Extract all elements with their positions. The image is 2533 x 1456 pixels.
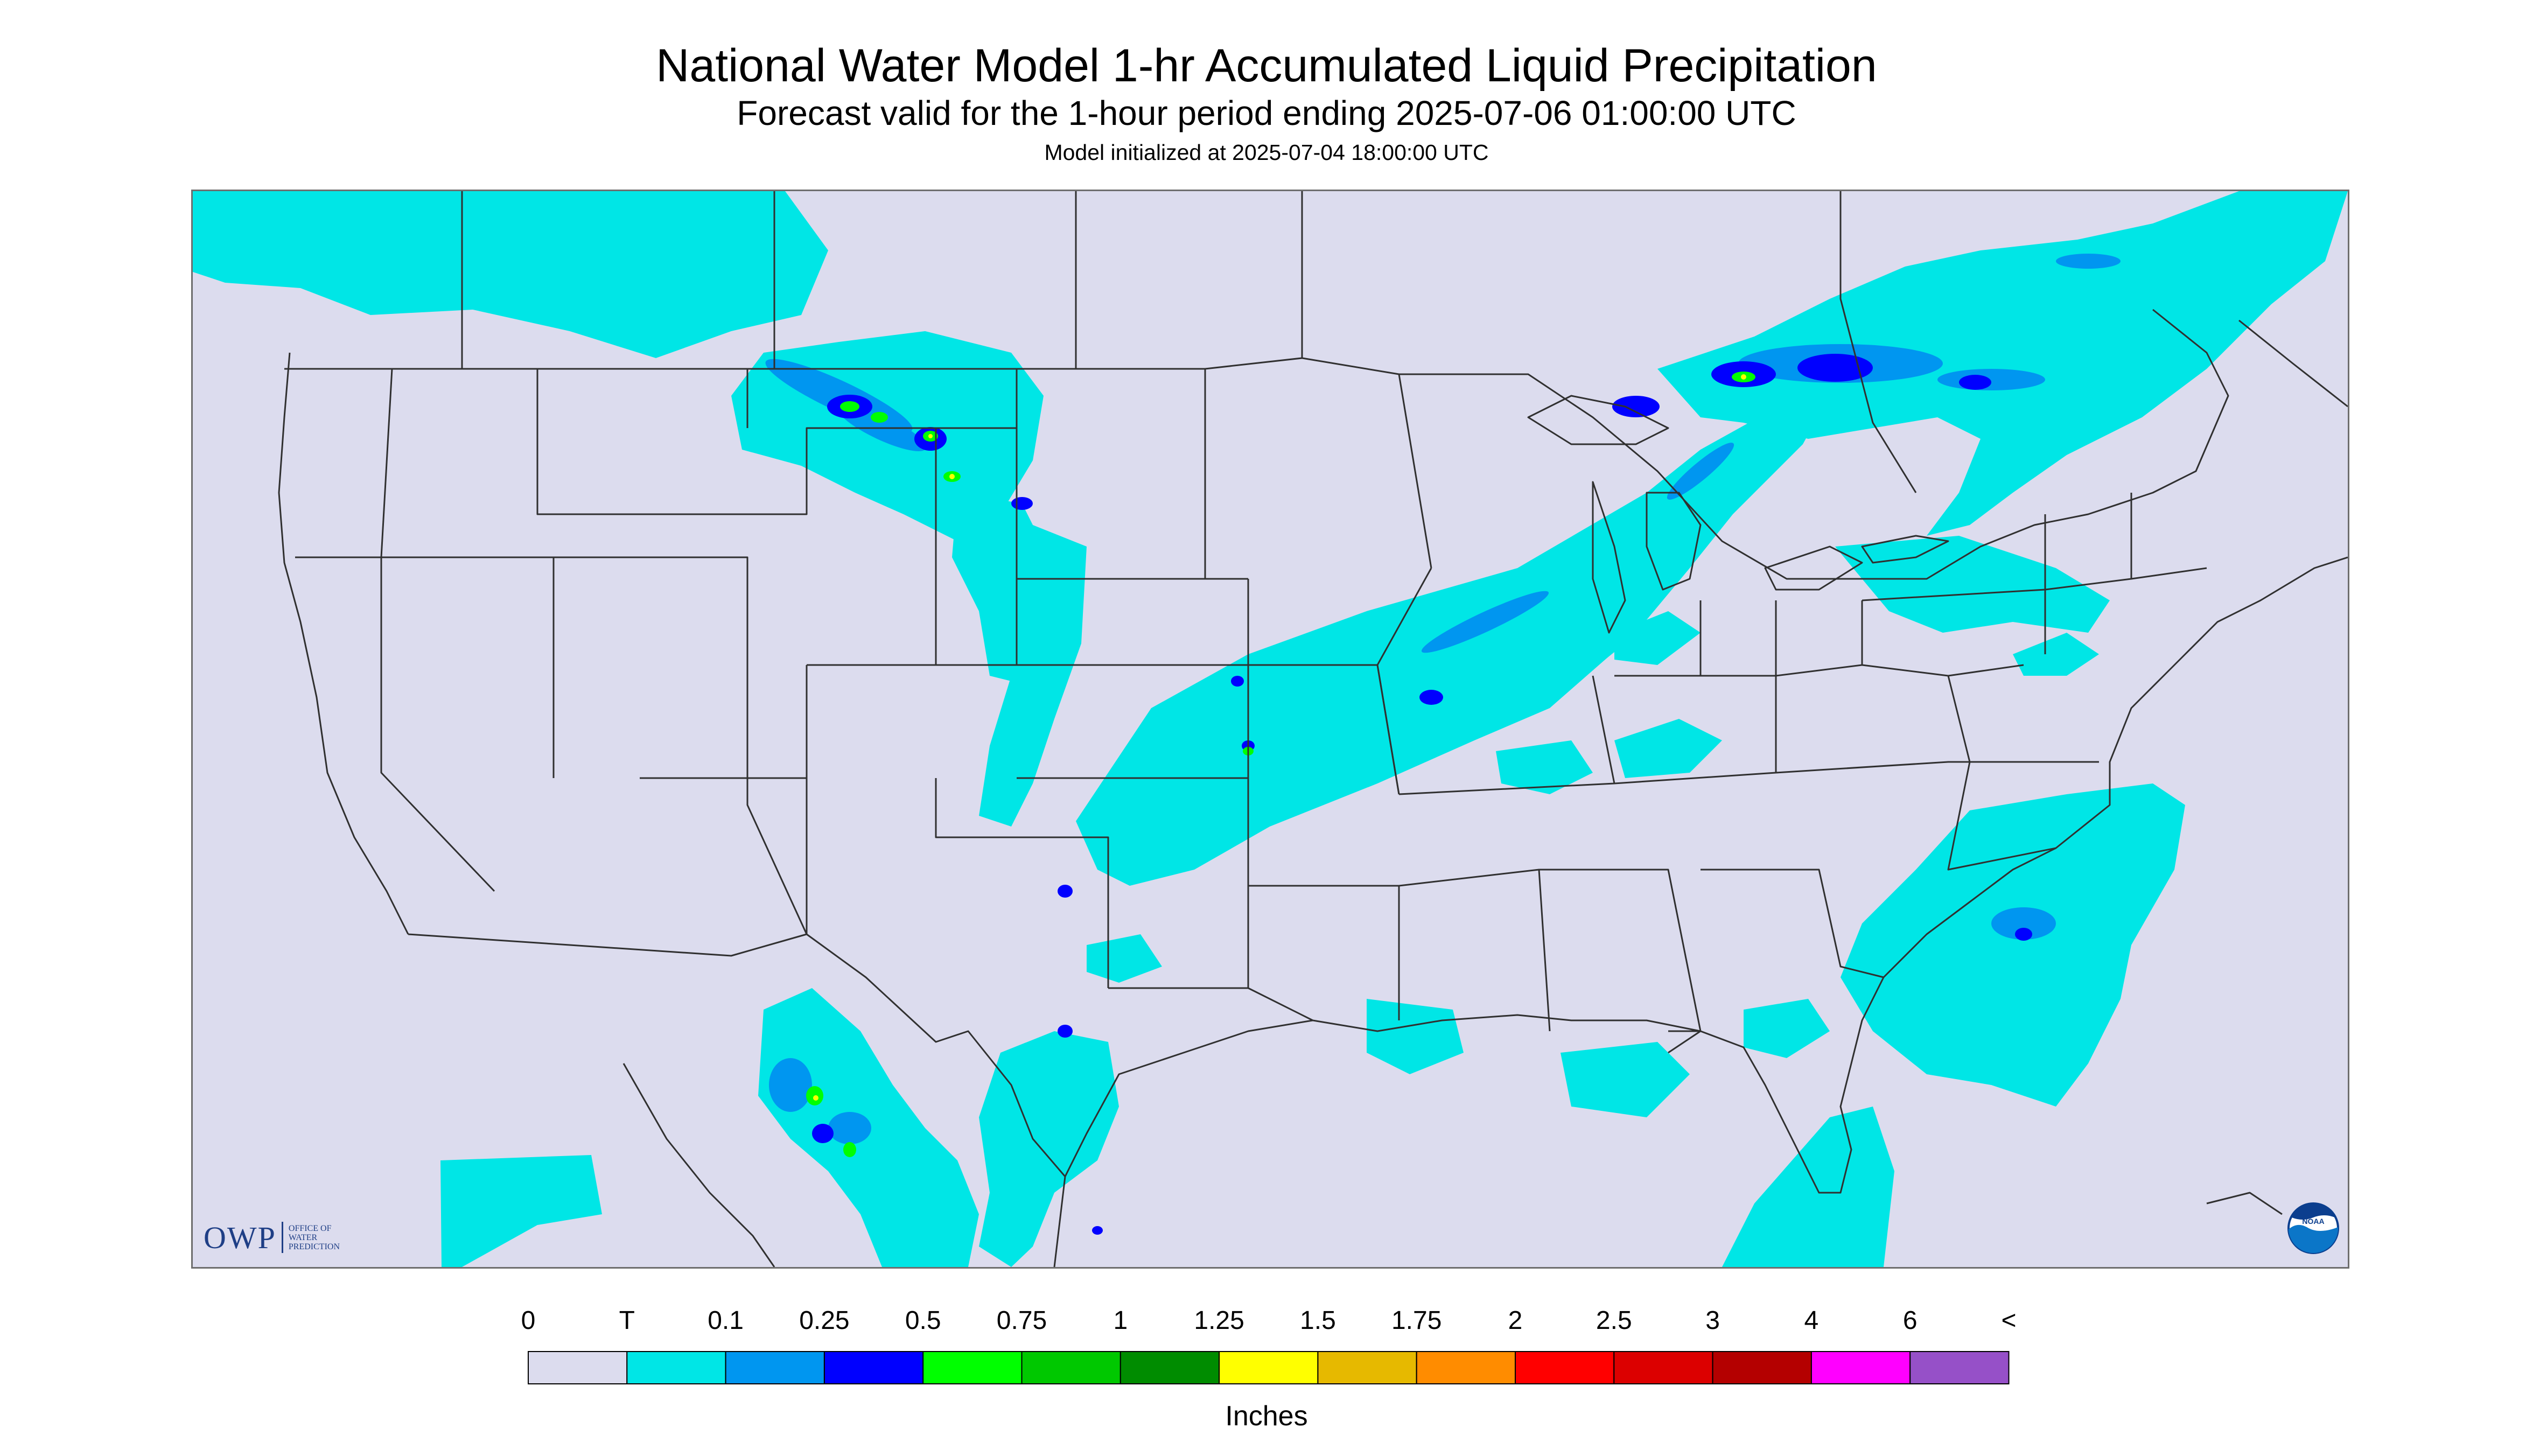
precipitation-map: OWP OFFICE OF WATER PREDICTION NOAA <box>191 190 2349 1269</box>
legend-tick-label: 1.75 <box>1391 1306 1442 1335</box>
owp-logo-divider <box>281 1222 283 1253</box>
page-title: National Water Model 1-hr Accumulated Li… <box>656 40 1877 92</box>
legend-swatch <box>922 1351 1023 1384</box>
legend-swatch <box>1909 1351 2010 1384</box>
legend-swatch <box>1810 1351 1911 1384</box>
legend-tick-label: 4 <box>1804 1306 1819 1335</box>
legend-swatch <box>823 1351 924 1384</box>
owp-logo: OWP OFFICE OF WATER PREDICTION <box>204 1219 340 1256</box>
legend-swatch <box>1416 1351 1516 1384</box>
legend-tick-label: 0.25 <box>799 1306 849 1335</box>
legend-swatch <box>1219 1351 1319 1384</box>
legend-tick-label: T <box>619 1306 635 1335</box>
legend-swatch <box>1119 1351 1220 1384</box>
legend-swatch <box>1712 1351 1812 1384</box>
legend-swatch <box>626 1351 726 1384</box>
legend-tick-label: 2 <box>1508 1306 1523 1335</box>
color-scale-legend: 0 T 0.1 0.25 0.5 0.75 1 1.25 1.5 1.75 2 2.5 3 4 6 < <box>0 1292 2533 1454</box>
legend-tick-label: 0.1 <box>708 1306 744 1335</box>
svg-text:NOAA: NOAA <box>2302 1217 2324 1226</box>
forecast-valid-subtitle: Forecast valid for the 1-hour period end… <box>737 94 1796 132</box>
owp-logo-text: OWP <box>204 1220 276 1255</box>
legend-tick-label: 0.75 <box>997 1306 1047 1335</box>
legend-tick-label: 0.5 <box>905 1306 941 1335</box>
legend-tick-label: 1.5 <box>1300 1306 1336 1335</box>
legend-tick-label: 2.5 <box>1596 1306 1632 1335</box>
precip-green-cells <box>806 372 1755 1157</box>
legend-tick-label: 1.25 <box>1194 1306 1244 1335</box>
noaa-logo: NOAA <box>2286 1201 2340 1255</box>
legend-tick-label: 6 <box>1903 1306 1918 1335</box>
legend-swatch <box>725 1351 825 1384</box>
legend-swatch <box>1021 1351 1121 1384</box>
owp-logo-subtitle: OFFICE OF WATER PREDICTION <box>288 1223 340 1251</box>
legend-tick-label: < <box>2001 1306 2016 1335</box>
legend-tick-label: 0 <box>521 1306 536 1335</box>
legend-swatch <box>1317 1351 1417 1384</box>
precip-yellow-spots <box>813 374 1746 1101</box>
legend-tick-label: 3 <box>1705 1306 1720 1335</box>
legend-tick-label: 1 <box>1113 1306 1128 1335</box>
legend-swatch <box>1515 1351 1615 1384</box>
boundary-lines <box>278 191 2348 1267</box>
model-init-note: Model initialized at 2025-07-04 18:00:00… <box>1044 140 1489 165</box>
legend-units-label: Inches <box>1225 1401 1308 1432</box>
legend-swatch <box>1613 1351 1713 1384</box>
legend-swatch <box>528 1351 628 1384</box>
